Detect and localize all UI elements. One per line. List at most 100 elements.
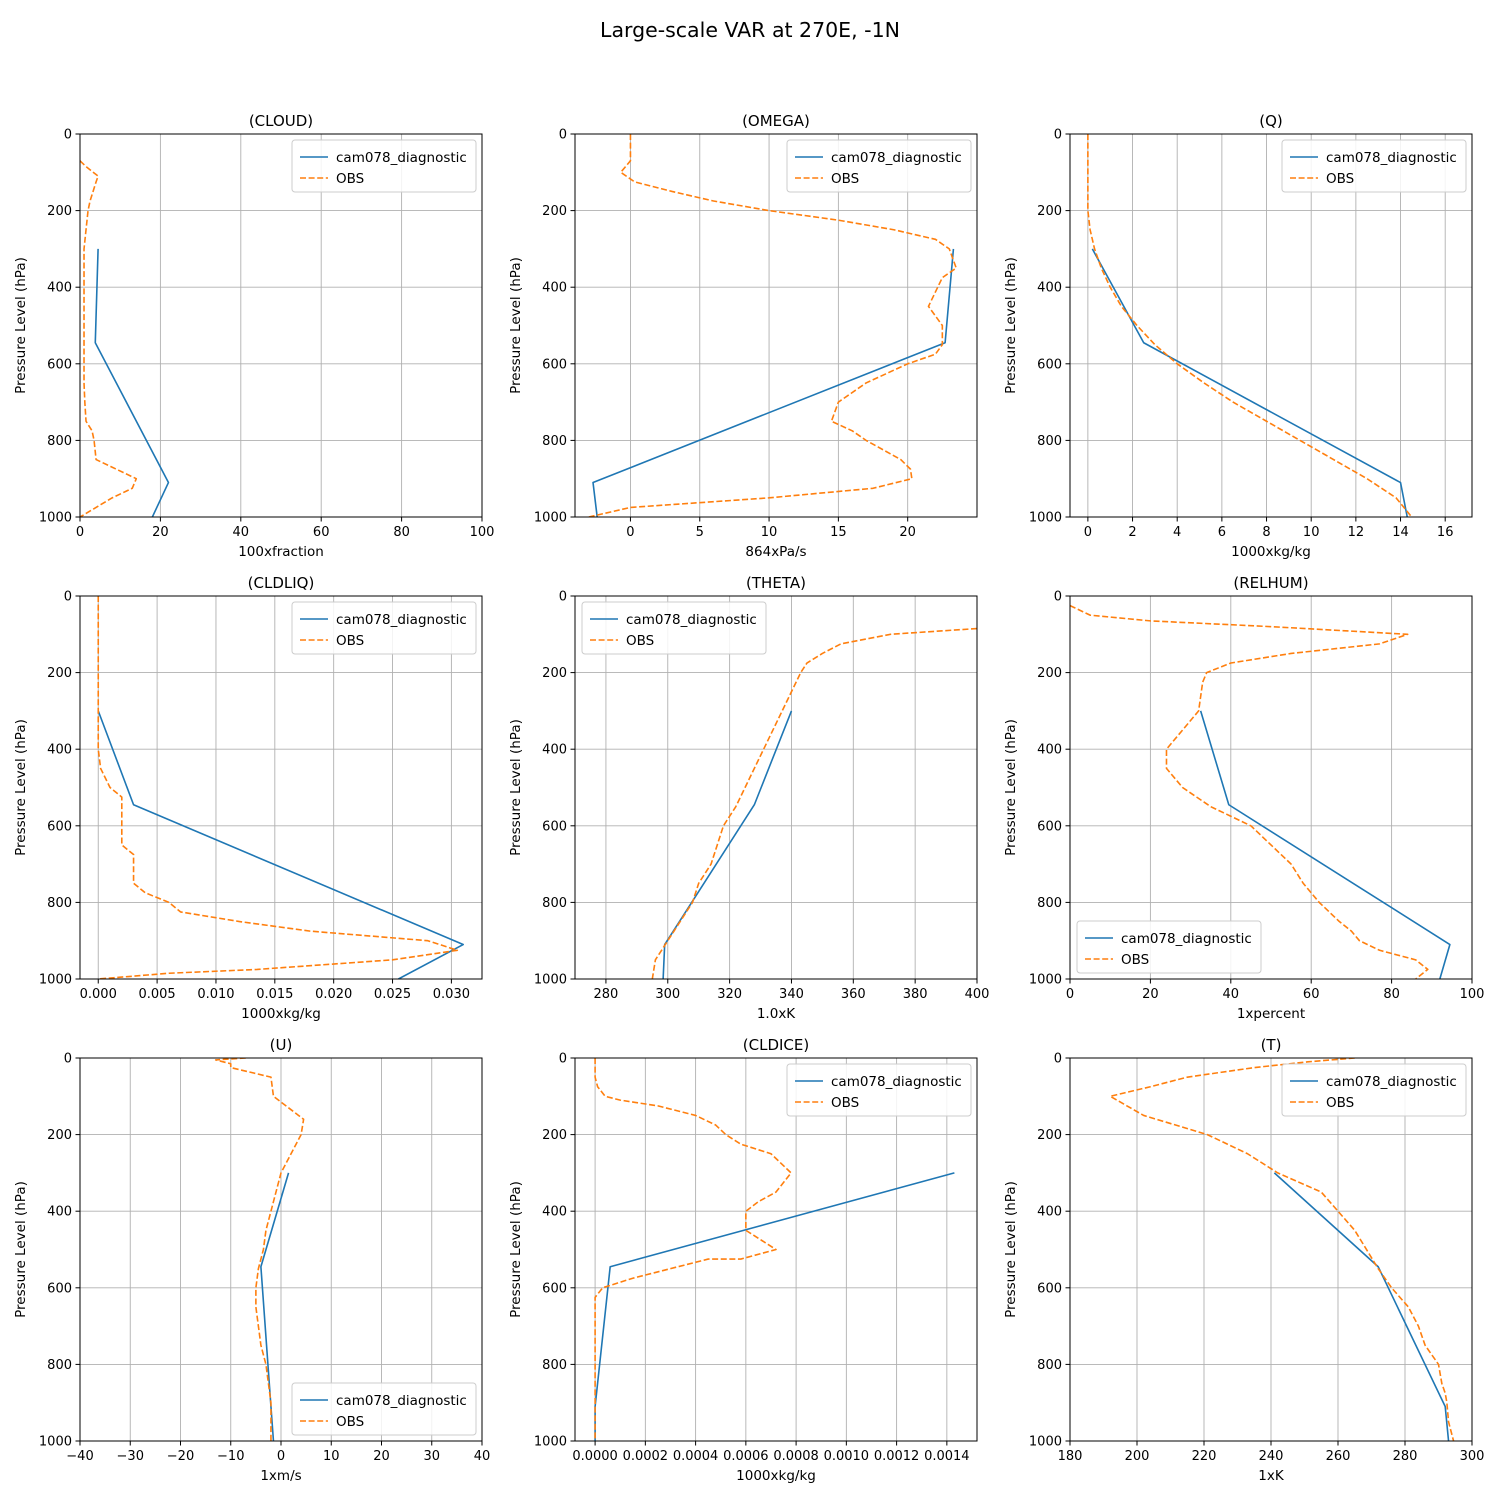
x-tick-label: 0.000 <box>80 987 117 1002</box>
panel-5: 0 20 40 60 80 10002004006008001000(RELHUM)1xp… <box>1003 574 1484 1022</box>
y-tick-label: 600 <box>47 1281 72 1296</box>
x-tick-label: 0 <box>76 525 84 540</box>
y-tick-label: 800 <box>1037 1358 1062 1373</box>
y-tick-label: 200 <box>1037 1128 1062 1143</box>
x-tick-label: 15 <box>830 525 847 540</box>
y-tick-label: 200 <box>542 204 567 219</box>
plot-area <box>214 1058 305 1441</box>
x-tick-label: 10 <box>323 1449 340 1464</box>
y-axis-label: Pressure Level (hPa) <box>1003 719 1019 856</box>
x-tick-label: 0 <box>626 525 634 540</box>
obs-series-line <box>214 1058 305 1441</box>
legend: cam078_diagnostic OBS <box>1281 139 1467 193</box>
model-series-line <box>662 710 793 979</box>
x-tick-label: 0.020 <box>315 987 352 1002</box>
plot-area <box>1070 604 1451 979</box>
figure-title: Large-scale VAR at 270E, -1N <box>600 18 900 42</box>
y-tick-label: 800 <box>47 434 72 449</box>
x-axis-label: 1000xkg/kg <box>1231 544 1311 560</box>
y-axis-label: Pressure Level (hPa) <box>13 1181 29 1318</box>
y-axis-label: Pressure Level (hPa) <box>13 719 29 856</box>
y-tick-label: 600 <box>47 357 72 372</box>
legend-label: cam078_diagnostic <box>1121 931 1252 947</box>
legend-box <box>786 139 972 193</box>
plot-frame <box>79 133 483 518</box>
y-tick-label: 1000 <box>534 1435 567 1450</box>
y-tick-label: 0 <box>559 1052 567 1067</box>
legend-label: cam078_diagnostic <box>336 150 467 166</box>
plot-frame <box>574 133 978 518</box>
y-tick-label: 600 <box>542 819 567 834</box>
y-axis-label: Pressure Level (hPa) <box>1003 257 1019 394</box>
y-axis-label: Pressure Level (hPa) <box>13 257 29 394</box>
y-tick-label: 1000 <box>1029 973 1062 988</box>
plot-area <box>1087 134 1413 517</box>
x-tick-label: 20 <box>373 1449 390 1464</box>
x-tick-label: 0.005 <box>138 987 175 1002</box>
y-tick-label: 400 <box>542 1205 567 1220</box>
obs-series-line <box>1070 604 1429 979</box>
panel-0: 0 20 40 60 80 10002004006008001000(CLOUD)100x… <box>13 112 494 560</box>
y-tick-label: 800 <box>1037 896 1062 911</box>
x-axis-label: 864xPa/s <box>745 544 806 560</box>
x-tick-label: 80 <box>1383 987 1400 1002</box>
legend: cam078_diagnostic OBS <box>291 1382 477 1436</box>
x-tick-label: 20 <box>152 525 169 540</box>
x-tick-label: 0.0008 <box>773 1449 819 1464</box>
x-tick-label: 280 <box>1393 1449 1418 1464</box>
x-tick-label: 30 <box>423 1449 440 1464</box>
obs-series-line <box>588 134 958 517</box>
x-tick-label: 60 <box>1303 987 1320 1002</box>
y-tick-label: 0 <box>64 1052 72 1067</box>
y-tick-label: 800 <box>542 1358 567 1373</box>
y-tick-label: 0 <box>1054 590 1062 605</box>
x-tick-label: 16 <box>1437 525 1454 540</box>
y-tick-label: 400 <box>1037 281 1062 296</box>
legend-label: cam078_diagnostic <box>336 612 467 628</box>
legend-box <box>291 139 477 193</box>
panel-title: (THETA) <box>746 574 806 592</box>
x-tick-label: 6 <box>1218 525 1226 540</box>
obs-series-line <box>80 160 138 517</box>
legend-label: cam078_diagnostic <box>1326 150 1457 166</box>
x-tick-label: 5 <box>696 525 704 540</box>
x-tick-label: 12 <box>1348 525 1365 540</box>
x-tick-label: 0 <box>1084 525 1092 540</box>
y-tick-label: 800 <box>1037 434 1062 449</box>
x-axis-label: 1.0xK <box>757 1006 796 1022</box>
y-tick-label: 1000 <box>534 973 567 988</box>
x-tick-label: 360 <box>841 987 866 1002</box>
y-tick-label: 600 <box>542 357 567 372</box>
x-tick-label: 2 <box>1128 525 1136 540</box>
obs-series-line <box>1109 1058 1455 1441</box>
x-tick-label: 40 <box>1223 987 1240 1002</box>
panel-1: 0 5 10 15 2002004006008001000(OMEGA)864xPa/s… <box>508 112 978 560</box>
panel-title: (CLOUD) <box>249 112 313 130</box>
legend-label: OBS <box>336 633 364 649</box>
legend-label: OBS <box>336 171 364 187</box>
x-tick-label: 300 <box>1460 1449 1485 1464</box>
y-tick-label: 1000 <box>39 973 72 988</box>
x-tick-label: 20 <box>1142 987 1159 1002</box>
y-tick-label: 400 <box>1037 1205 1062 1220</box>
x-tick-label: 200 <box>1125 1449 1150 1464</box>
panel-title: (Q) <box>1259 112 1283 130</box>
obs-series-line <box>1087 134 1413 517</box>
legend-box <box>1076 920 1262 974</box>
x-tick-label: 100 <box>1460 987 1485 1002</box>
y-tick-label: 200 <box>542 1128 567 1143</box>
x-tick-label: 8 <box>1262 525 1270 540</box>
legend-box <box>786 1063 972 1117</box>
x-tick-label: 280 <box>594 987 619 1002</box>
y-tick-label: 0 <box>64 590 72 605</box>
legend-label: OBS <box>1121 952 1149 968</box>
x-tick-label: 320 <box>717 987 742 1002</box>
y-axis-label: Pressure Level (hPa) <box>508 1181 524 1318</box>
obs-series-line <box>97 596 459 979</box>
x-tick-label: 380 <box>903 987 928 1002</box>
plot-area <box>651 627 977 979</box>
y-tick-label: 0 <box>559 590 567 605</box>
model-series-line <box>94 248 170 517</box>
model-series-line <box>1091 248 1409 517</box>
